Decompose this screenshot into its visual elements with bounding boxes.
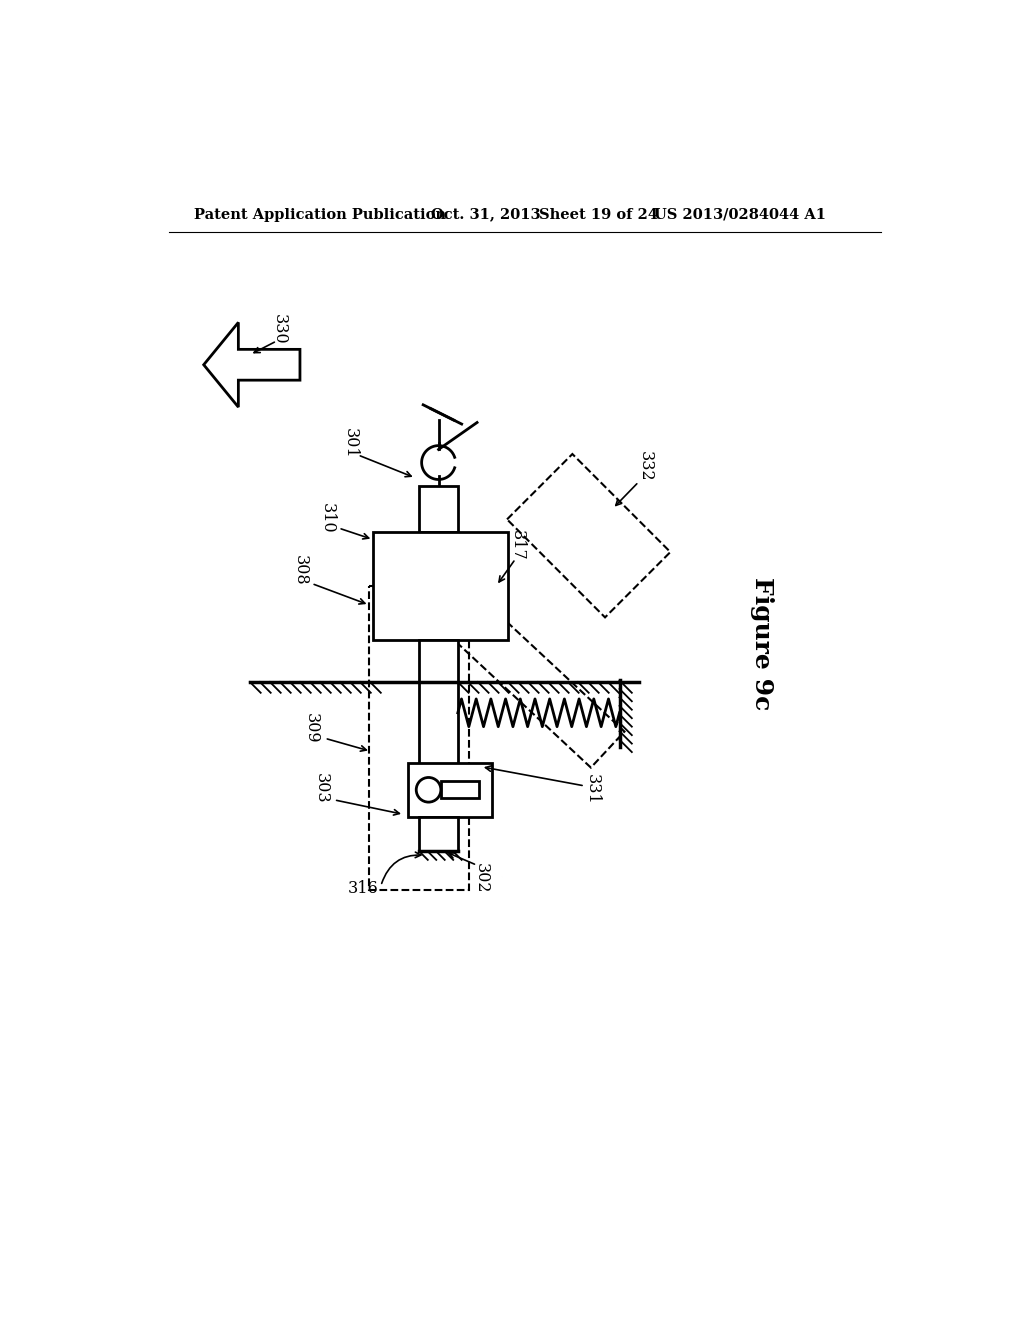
Text: Figure 9c: Figure 9c — [750, 577, 774, 710]
Bar — [419, 682, 458, 767]
Bar — [373, 532, 508, 640]
Text: 310: 310 — [319, 503, 336, 535]
Text: 331: 331 — [584, 775, 601, 805]
Text: 303: 303 — [313, 774, 330, 804]
Bar — [419, 640, 458, 682]
Text: Oct. 31, 2013: Oct. 31, 2013 — [431, 207, 541, 222]
Text: 317: 317 — [509, 529, 525, 560]
Text: 301: 301 — [342, 428, 358, 458]
Circle shape — [416, 777, 441, 803]
Text: 332: 332 — [637, 451, 653, 482]
Text: US 2013/0284044 A1: US 2013/0284044 A1 — [654, 207, 826, 222]
Text: 309: 309 — [303, 713, 321, 743]
Text: 302: 302 — [472, 863, 489, 894]
Bar — [419, 817, 458, 851]
Text: Patent Application Publication: Patent Application Publication — [194, 207, 445, 222]
Text: 330: 330 — [270, 314, 288, 345]
Bar — [441, 781, 479, 799]
Text: 316: 316 — [348, 880, 379, 896]
Bar — [419, 486, 458, 532]
Text: 308: 308 — [292, 554, 308, 586]
Bar — [370, 586, 469, 890]
Bar — [408, 763, 493, 817]
Text: Sheet 19 of 24: Sheet 19 of 24 — [539, 207, 657, 222]
